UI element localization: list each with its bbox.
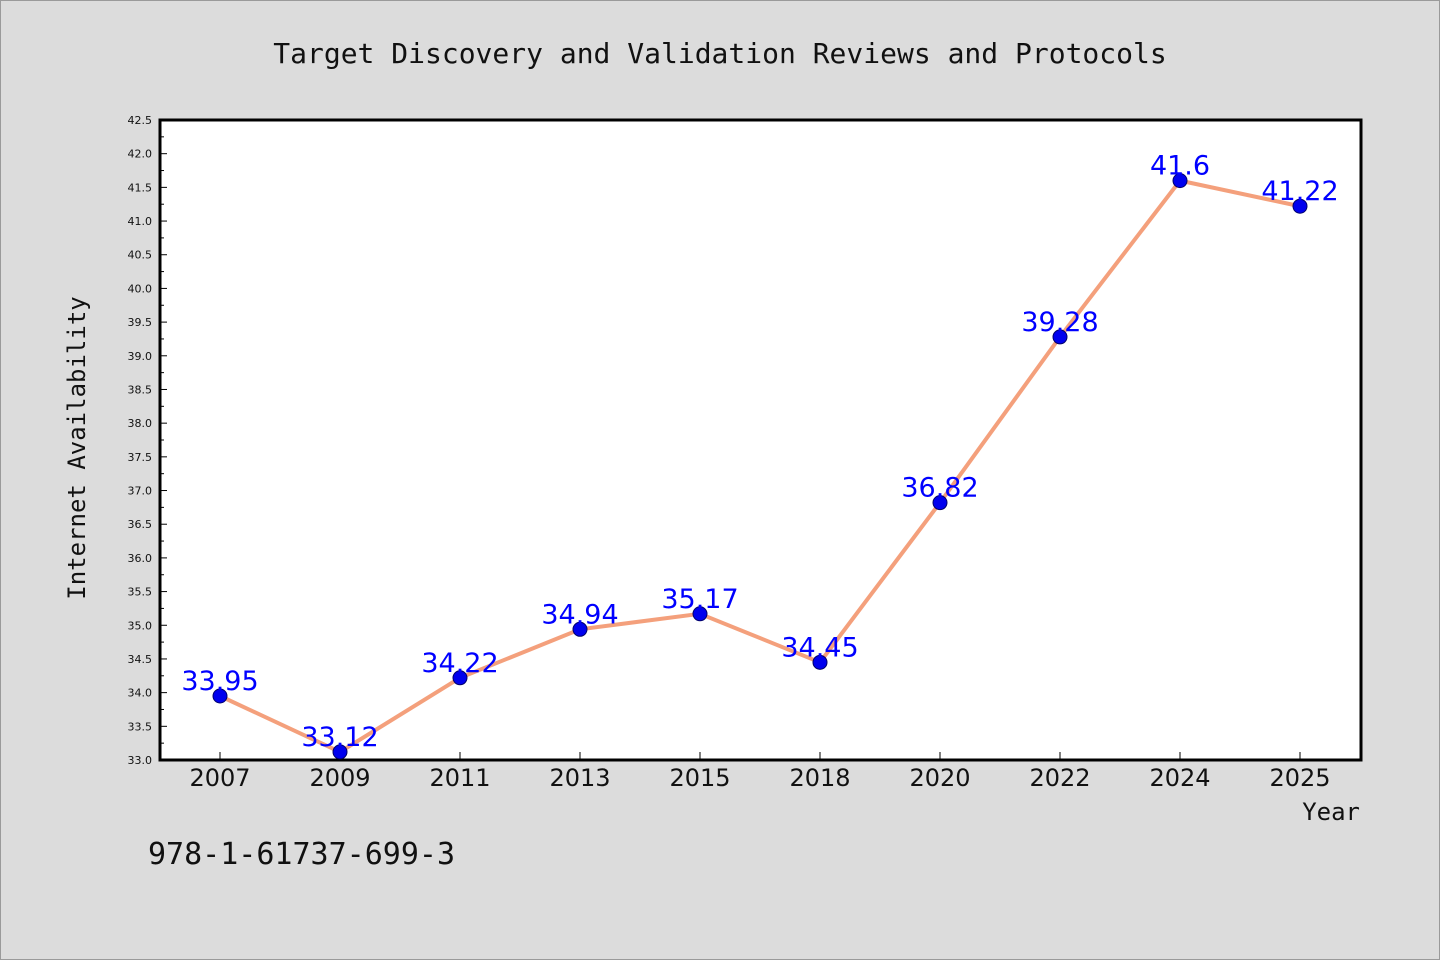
data-point	[1052, 329, 1068, 345]
y-tick-label: 35.5	[128, 586, 153, 599]
data-point	[1292, 198, 1308, 214]
y-tick-label: 33.0	[128, 754, 153, 767]
y-tick-label: 37.5	[128, 451, 153, 464]
y-tick-label: 38.5	[128, 383, 153, 396]
data-label: 41.22	[1261, 176, 1338, 207]
data-label: 34.22	[421, 648, 498, 679]
data-point	[212, 688, 228, 704]
x-axis: 2007 2009 2011 2013 2015 2018 2020 2022 2024 2025	[189, 752, 1331, 792]
y-tick-label: 33.5	[128, 720, 153, 733]
isbn-footnote: 978-1-61737-699-3	[148, 837, 455, 872]
x-tick-label: 2011	[429, 764, 490, 792]
data-label: 35.17	[661, 584, 738, 615]
y-tick-label: 38.0	[128, 417, 153, 430]
x-tick-label: 2018	[789, 764, 850, 792]
series: 33.95 33.12 34.22 34.94 35.17 34.45 36.82 39.28…	[181, 151, 1339, 760]
plot-area	[158, 118, 1363, 762]
x-tick-label: 2013	[549, 764, 610, 792]
x-tick-label: 2009	[309, 764, 370, 792]
x-axis-label: Year	[1302, 798, 1360, 826]
data-label: 39.28	[1021, 307, 1098, 338]
y-tick-label: 42.0	[128, 148, 153, 161]
y-tick-label: 41.0	[128, 215, 153, 228]
data-point	[932, 495, 948, 511]
y-tick-label: 34.5	[128, 653, 153, 666]
y-tick-label: 39.0	[128, 350, 153, 363]
data-label: 36.82	[901, 473, 978, 504]
data-point	[812, 654, 828, 670]
y-tick-label: 36.5	[128, 518, 153, 531]
x-tick-label: 2007	[189, 764, 250, 792]
x-tick-label: 2015	[669, 764, 730, 792]
data-point	[452, 670, 468, 686]
y-tick-label: 36.0	[128, 552, 153, 565]
y-tick-label: 35.0	[128, 619, 153, 632]
y-tick-label: 34.0	[128, 687, 153, 700]
data-point	[332, 744, 348, 760]
y-tick-label: 41.5	[128, 181, 153, 194]
data-label: 41.6	[1150, 151, 1210, 182]
data-point	[692, 606, 708, 622]
y-tick-label: 42.5	[128, 114, 153, 127]
y-axis: 33.0 33.5 34.0 34.5 35.0 35.5 36.0 36.5 37.0 37.5…	[128, 114, 167, 767]
y-tick-label: 39.5	[128, 316, 153, 329]
y-tick-label: 40.5	[128, 249, 153, 262]
data-point	[1172, 173, 1188, 189]
y-tick-label: 37.0	[128, 485, 153, 498]
data-point	[572, 621, 588, 637]
data-label: 34.45	[781, 632, 858, 663]
data-label: 34.94	[541, 599, 618, 630]
x-tick-label: 2022	[1029, 764, 1090, 792]
chart-title: Target Discovery and Validation Reviews …	[273, 37, 1166, 70]
x-tick-label: 2024	[1149, 764, 1210, 792]
data-label: 33.12	[301, 722, 378, 753]
x-tick-label: 2025	[1269, 764, 1330, 792]
y-axis-label: Internet Availability	[63, 296, 91, 599]
data-label: 33.95	[181, 666, 258, 697]
x-tick-label: 2020	[909, 764, 970, 792]
series-line	[219, 178, 1301, 754]
y-tick-label: 40.0	[128, 282, 153, 295]
